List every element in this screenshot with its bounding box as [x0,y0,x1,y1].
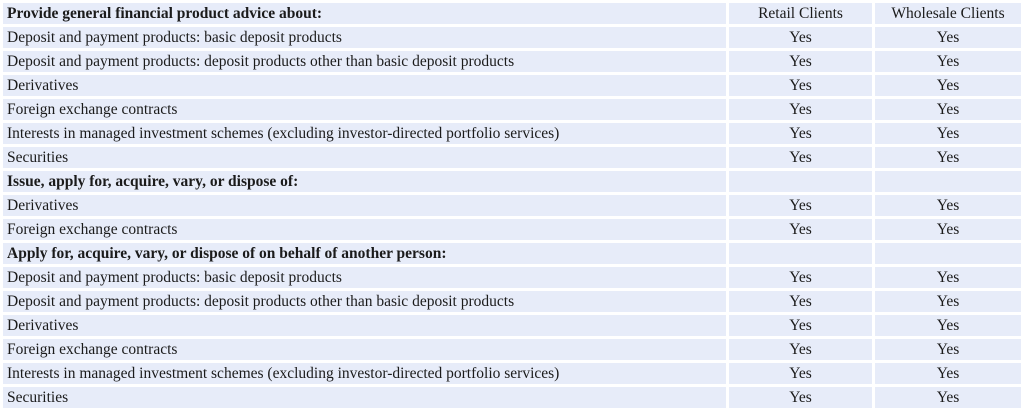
wholesale-clients-value: Yes [872,216,1021,243]
wholesale-clients-value: Yes [872,120,1021,147]
product-label: Deposit and payment products: basic depo… [0,24,729,51]
wholesale-clients-value [872,168,1021,195]
retail-clients-value: Yes [726,384,875,411]
retail-clients-value: Yes [726,288,875,315]
product-row: Foreign exchange contracts Yes Yes [0,96,1021,123]
product-label: Deposit and payment products: deposit pr… [0,48,729,75]
product-label: Interests in managed investment schemes … [0,360,729,387]
wholesale-clients-value: Yes [872,264,1021,291]
product-row: Foreign exchange contracts Yes Yes [0,216,1021,243]
retail-clients-value: Yes [726,192,875,219]
product-row: Derivatives Yes Yes [0,192,1021,219]
retail-clients-value: Yes [726,48,875,75]
retail-clients-value: Yes [726,24,875,51]
table-body: Deposit and payment products: basic depo… [0,24,1021,411]
product-row: Foreign exchange contracts Yes Yes [0,336,1021,363]
retail-clients-value: Yes [726,336,875,363]
section-title: Apply for, acquire, vary, or dispose of … [0,240,729,267]
wholesale-clients-value: Yes [872,360,1021,387]
product-label: Foreign exchange contracts [0,96,729,123]
product-row: Deposit and payment products: basic depo… [0,24,1021,51]
wholesale-clients-value: Yes [872,48,1021,75]
product-row: Securities Yes Yes [0,144,1021,171]
section-header-row: Issue, apply for, acquire, vary, or disp… [0,168,1021,195]
retail-clients-value [726,168,875,195]
product-row: Interests in managed investment schemes … [0,120,1021,147]
product-label: Securities [0,144,729,171]
wholesale-clients-value: Yes [872,24,1021,51]
product-label: Deposit and payment products: deposit pr… [0,288,729,315]
product-label: Deposit and payment products: basic depo… [0,264,729,291]
retail-clients-value: Yes [726,120,875,147]
wholesale-clients-value: Yes [872,336,1021,363]
retail-clients-value [726,240,875,267]
wholesale-clients-value: Yes [872,96,1021,123]
wholesale-clients-value: Yes [872,192,1021,219]
wholesale-clients-value: Yes [872,384,1021,411]
product-label: Foreign exchange contracts [0,216,729,243]
product-label: Securities [0,384,729,411]
retail-clients-value: Yes [726,216,875,243]
wholesale-clients-value [872,240,1021,267]
retail-clients-value: Yes [726,360,875,387]
product-label: Derivatives [0,72,729,99]
product-label: Foreign exchange contracts [0,336,729,363]
section-title: Issue, apply for, acquire, vary, or disp… [0,168,729,195]
product-row: Securities Yes Yes [0,384,1021,411]
section-header-row: Apply for, acquire, vary, or dispose of … [0,240,1021,267]
product-row: Deposit and payment products: deposit pr… [0,48,1021,75]
product-row: Deposit and payment products: deposit pr… [0,288,1021,315]
product-row: Interests in managed investment schemes … [0,360,1021,387]
product-label: Derivatives [0,312,729,339]
product-row: Deposit and payment products: basic depo… [0,264,1021,291]
wholesale-clients-value: Yes [872,72,1021,99]
retail-clients-value: Yes [726,96,875,123]
retail-clients-value: Yes [726,144,875,171]
product-row: Derivatives Yes Yes [0,312,1021,339]
product-row: Derivatives Yes Yes [0,72,1021,99]
column-header-advice-title: Provide general financial product advice… [0,0,729,27]
column-header-retail-clients: Retail Clients [726,0,875,27]
table-header-row: Provide general financial product advice… [0,0,1021,27]
wholesale-clients-value: Yes [872,288,1021,315]
wholesale-clients-value: Yes [872,312,1021,339]
wholesale-clients-value: Yes [872,144,1021,171]
product-label: Interests in managed investment schemes … [0,120,729,147]
product-label: Derivatives [0,192,729,219]
retail-clients-value: Yes [726,72,875,99]
column-header-wholesale-clients: Wholesale Clients [872,0,1021,27]
retail-clients-value: Yes [726,312,875,339]
retail-clients-value: Yes [726,264,875,291]
